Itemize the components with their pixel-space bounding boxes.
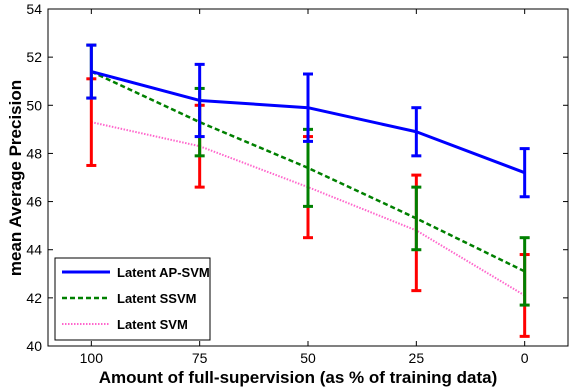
legend-label-latent-ssvm: Latent SSVM (117, 291, 196, 306)
y-tick-label-40: 40 (26, 338, 42, 354)
y-tick-label-44: 44 (26, 242, 42, 258)
x-tick-label-0: 0 (521, 350, 529, 366)
y-axis-title: mean Average Precision (6, 80, 25, 276)
x-tick-label-50: 50 (300, 350, 316, 366)
error-bar-latent-ssvm-0 (519, 236, 530, 307)
x-axis-title: Amount of full-supervision (as % of trai… (99, 368, 498, 387)
error-bar-latent-ap-svm-25 (411, 106, 422, 158)
x-tick-label-75: 75 (192, 350, 208, 366)
y-tick-label-54: 54 (26, 1, 42, 17)
legend-label-latent-ap-svm: Latent AP-SVM (117, 265, 210, 280)
y-tick-label-46: 46 (26, 194, 42, 210)
error-bar-latent-ap-svm-100 (86, 43, 97, 100)
x-tick-label-25: 25 (409, 350, 425, 366)
errorbar-layer (86, 43, 530, 338)
y-tick-label-42: 42 (26, 290, 42, 306)
x-axis-ticks: 100 75 50 25 0 (80, 9, 529, 366)
y-tick-label-50: 50 (26, 97, 42, 113)
series-line-latent-ssvm (90, 70, 526, 273)
y-tick-label-52: 52 (26, 49, 42, 65)
x-tick-label-100: 100 (80, 350, 104, 366)
error-bar-latent-ap-svm-50 (303, 72, 313, 143)
error-bar-latent-ap-svm-75 (194, 62, 205, 139)
error-bar-latent-ap-svm-0 (519, 147, 530, 199)
y-tick-label-48: 48 (26, 145, 42, 161)
error-bar-latent-ssvm-25 (411, 185, 422, 252)
legend-label-latent-svm: Latent SVM (117, 317, 188, 332)
y-axis-ticks: 40 42 44 46 48 50 52 54 (26, 1, 568, 354)
legend: Latent AP-SVM Latent SSVM Latent SVM (54, 257, 211, 341)
